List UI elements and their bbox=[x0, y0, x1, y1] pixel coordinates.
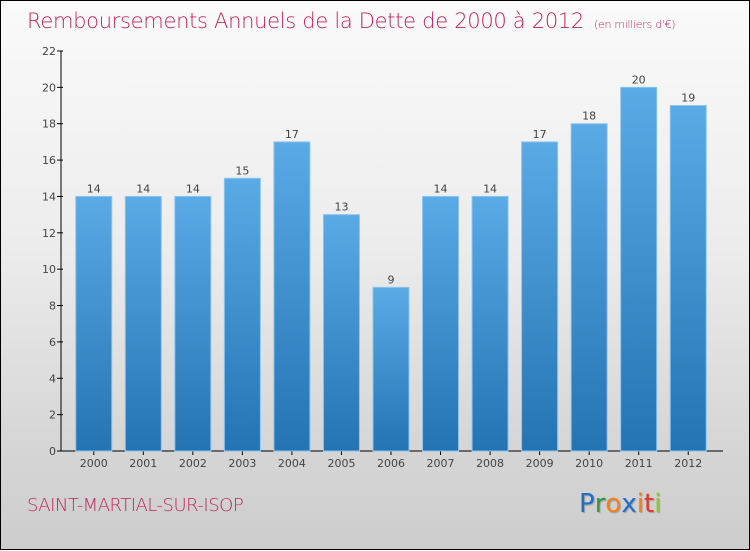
bar-2001[interactable] bbox=[124, 195, 162, 452]
y-tick-label: 8 bbox=[49, 300, 56, 313]
x-tick-label-2011: 2011 bbox=[625, 457, 653, 470]
bar-2007[interactable] bbox=[422, 195, 460, 452]
bar-2005[interactable] bbox=[322, 214, 360, 452]
x-tick-label-2001: 2001 bbox=[129, 457, 157, 470]
y-tick-label: 18 bbox=[42, 118, 56, 131]
y-tick-label: 6 bbox=[49, 336, 56, 349]
chart-title-text: Remboursements Annuels de la Dette de 20… bbox=[27, 9, 584, 33]
chart-title: Remboursements Annuels de la Dette de 20… bbox=[27, 9, 675, 33]
x-tick-label-2007: 2007 bbox=[427, 457, 455, 470]
x-tick-label-2006: 2006 bbox=[377, 457, 405, 470]
value-label-2007: 14 bbox=[434, 182, 448, 195]
x-tick-label-2009: 2009 bbox=[526, 457, 554, 470]
bar-2010[interactable] bbox=[570, 123, 608, 452]
logo-letter: P bbox=[579, 489, 595, 519]
y-tick-label: 16 bbox=[42, 154, 56, 167]
x-tick-label-2004: 2004 bbox=[278, 457, 306, 470]
logo-letter: i bbox=[636, 489, 644, 519]
logo-letter: r bbox=[594, 489, 606, 519]
logo-letter: o bbox=[605, 489, 622, 519]
chart-subtitle: (en milliers d'€) bbox=[594, 18, 676, 31]
labels: 14 2000 14 2001 14 2002 15 2003 17 2004 13 2005 9 200… bbox=[80, 73, 702, 470]
bar-2011[interactable] bbox=[620, 86, 658, 452]
value-label-2005: 13 bbox=[334, 201, 348, 214]
bar-2008[interactable] bbox=[471, 195, 509, 452]
x-tick-label-2012: 2012 bbox=[674, 457, 702, 470]
bar-2009[interactable] bbox=[521, 141, 559, 452]
value-label-2002: 14 bbox=[186, 182, 200, 195]
y-tick-label: 4 bbox=[49, 372, 56, 385]
value-label-2001: 14 bbox=[136, 182, 150, 195]
x-tick-label-2003: 2003 bbox=[228, 457, 256, 470]
x-tick-label-2002: 2002 bbox=[179, 457, 207, 470]
x-tick-label-2005: 2005 bbox=[327, 457, 355, 470]
y-tick-label: 14 bbox=[42, 190, 56, 203]
commune-name: SAINT-MARTIAL-SUR-ISOP bbox=[27, 495, 244, 516]
value-label-2004: 17 bbox=[285, 128, 299, 141]
value-label-2012: 19 bbox=[681, 92, 695, 105]
value-label-2010: 18 bbox=[582, 110, 596, 123]
logo-letter: x bbox=[621, 489, 637, 519]
value-label-2006: 9 bbox=[388, 273, 395, 286]
logo-letter: t bbox=[643, 489, 655, 519]
y-tick-label: 12 bbox=[42, 227, 56, 240]
proxiti-logo[interactable]: Proxiti bbox=[579, 489, 661, 519]
x-tick-label-2000: 2000 bbox=[80, 457, 108, 470]
value-label-2011: 20 bbox=[632, 73, 646, 86]
logo-letter: i bbox=[654, 489, 662, 519]
y-tick-label: 10 bbox=[42, 263, 56, 276]
value-label-2008: 14 bbox=[483, 182, 497, 195]
bars bbox=[75, 86, 707, 452]
x-tick-label-2010: 2010 bbox=[575, 457, 603, 470]
value-label-2000: 14 bbox=[87, 182, 101, 195]
bar-2002[interactable] bbox=[174, 195, 212, 452]
value-label-2009: 17 bbox=[533, 128, 547, 141]
bar-2003[interactable] bbox=[223, 177, 261, 452]
bar-2000[interactable] bbox=[75, 195, 113, 452]
x-tick-label-2008: 2008 bbox=[476, 457, 504, 470]
value-label-2003: 15 bbox=[235, 164, 249, 177]
y-tick-label: 0 bbox=[49, 445, 56, 458]
y-tick-label: 22 bbox=[42, 45, 56, 58]
bar-2006[interactable] bbox=[372, 286, 410, 452]
bar-2012[interactable] bbox=[669, 105, 707, 452]
y-tick-label: 2 bbox=[49, 409, 56, 422]
bar-2004[interactable] bbox=[273, 141, 311, 452]
y-tick-label: 20 bbox=[42, 81, 56, 94]
